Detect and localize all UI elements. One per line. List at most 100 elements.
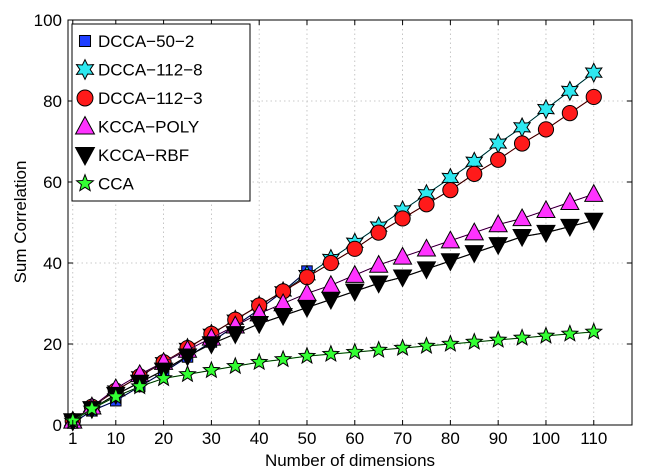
data-point [394, 210, 411, 227]
legend-item: DCCA−50−2 [78, 32, 194, 51]
legend-label: DCCA−50−2 [98, 32, 194, 51]
data-point [490, 151, 507, 168]
x-tick-label: 100 [532, 429, 560, 448]
data-point [393, 338, 412, 356]
data-point [273, 307, 293, 327]
legend-label: DCCA−112−3 [98, 89, 203, 108]
data-point [249, 316, 270, 335]
y-tick-label: 80 [43, 92, 62, 111]
data-point [583, 212, 604, 231]
y-tick-label: 0 [53, 416, 62, 435]
data-point [560, 191, 580, 210]
data-point [416, 261, 437, 280]
data-point [560, 80, 579, 102]
legend-marker [75, 173, 95, 192]
data-point [536, 224, 556, 244]
data-point [344, 264, 365, 283]
data-point [368, 275, 389, 294]
data-point [488, 237, 509, 256]
data-point [225, 356, 245, 375]
data-point [442, 182, 459, 199]
data-point [392, 246, 413, 265]
data-point [418, 196, 435, 213]
data-point [512, 328, 532, 346]
data-point [201, 336, 222, 355]
x-tick-label: 80 [441, 429, 460, 448]
legend-marker [75, 58, 95, 81]
data-point [536, 199, 556, 219]
data-point [561, 105, 578, 122]
data-point [560, 218, 580, 238]
x-tick-label: 30 [202, 429, 221, 448]
data-point [440, 253, 461, 272]
data-point [466, 165, 483, 182]
data-point [537, 121, 555, 138]
data-point [344, 283, 365, 302]
data-point [488, 330, 508, 348]
data-point [416, 238, 437, 257]
legend-label: CCA [98, 175, 135, 194]
x-tick-label: 60 [345, 429, 364, 448]
data-point [488, 214, 509, 233]
legend-marker [74, 146, 96, 166]
data-point [464, 222, 485, 241]
x-tick-label: 110 [580, 429, 607, 448]
legend-label: DCCA−112−8 [98, 61, 203, 80]
series-4 [62, 212, 604, 432]
legend: DCCA−50−2 DCCA−112−8 DCCA−112−3 KCCA−POLY KC… [71, 23, 251, 202]
data-point [273, 349, 293, 368]
data-point [297, 346, 317, 365]
x-tick-label: 70 [393, 429, 412, 448]
x-tick-label: 40 [250, 429, 269, 448]
y-tick-label: 100 [34, 11, 62, 30]
legend-label: KCCA−POLY [98, 118, 199, 137]
legend-marker [78, 34, 92, 48]
legend-item: KCCA−RBF [74, 146, 189, 166]
data-point [585, 88, 602, 106]
x-tick-label: 1 [68, 429, 77, 448]
data-point [440, 230, 461, 249]
data-point [345, 342, 365, 361]
series-5 [63, 322, 604, 429]
legend-box [71, 23, 251, 202]
data-point [249, 352, 269, 371]
plot-frame [67, 19, 633, 426]
y-tick-label: 20 [43, 335, 62, 354]
data-point [321, 291, 341, 310]
data-point [106, 386, 126, 405]
data-point [369, 340, 388, 358]
data-point [584, 62, 603, 84]
data-point [512, 207, 532, 227]
x-tick-label: 10 [106, 429, 125, 448]
data-point [417, 336, 436, 354]
x-axis-label: Number of dimensions [265, 451, 435, 470]
data-point [392, 269, 413, 288]
data-point [536, 98, 556, 120]
data-point [321, 344, 341, 363]
data-point [584, 322, 604, 340]
y-tick-label: 40 [43, 254, 62, 273]
legend-label: KCCA−RBF [98, 146, 189, 165]
y-tick-label: 60 [43, 173, 62, 192]
data-point [560, 324, 580, 342]
x-tick-label: 90 [489, 429, 508, 448]
x-tick-label: 20 [154, 429, 173, 448]
legend-item: DCCA−112−8 [75, 58, 203, 81]
data-point [154, 368, 173, 387]
legend-item: DCCA−112−3 [76, 89, 203, 108]
legend-marker [76, 89, 94, 107]
data-point [370, 224, 387, 241]
data-point [346, 240, 363, 257]
data-point [298, 269, 316, 286]
data-point [202, 360, 221, 379]
data-point [583, 183, 604, 202]
x-tick-label: 50 [298, 429, 317, 448]
legend-item: CCA [75, 173, 135, 194]
data-point [177, 348, 198, 367]
data-point [536, 326, 556, 344]
data-point [225, 326, 246, 345]
data-point [368, 254, 389, 273]
legend-item: KCCA−POLY [74, 115, 199, 137]
